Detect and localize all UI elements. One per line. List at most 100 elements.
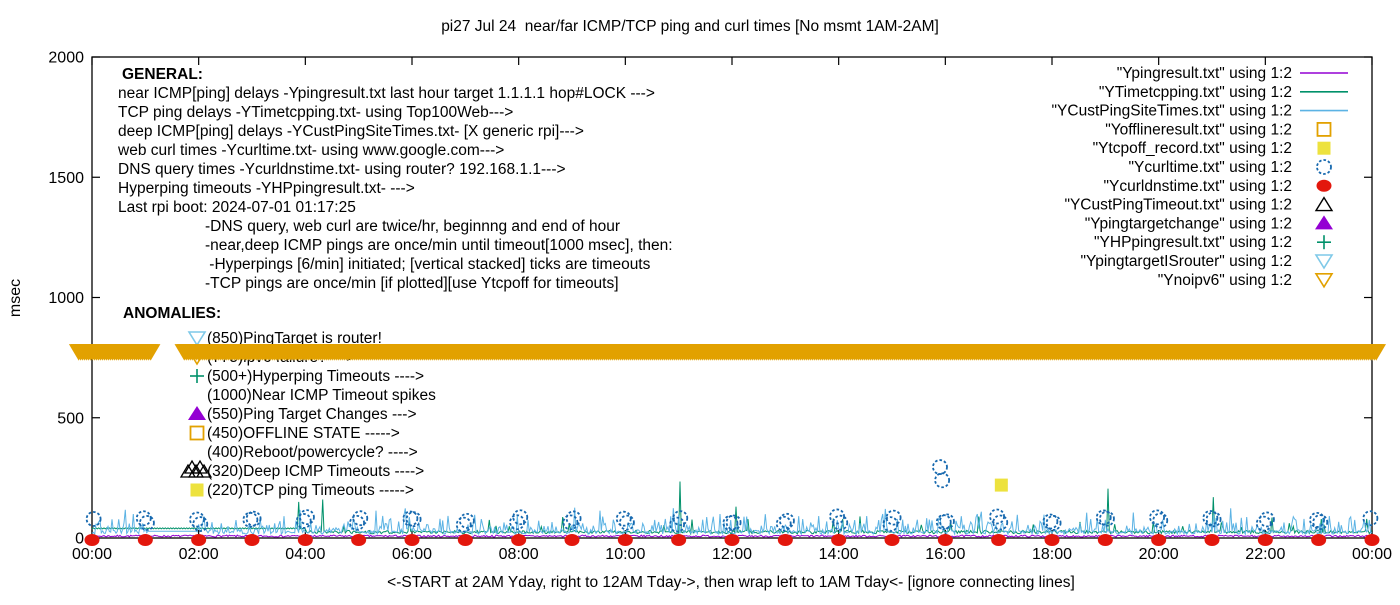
general-line: TCP ping delays -YTimetcpping.txt- using… [118, 104, 513, 121]
noipv6-marker [140, 344, 161, 361]
noipv6-band [68, 344, 1387, 361]
curl-point [615, 510, 632, 527]
anomaly-marker [190, 483, 204, 497]
x-tick-label: 22:00 [1245, 546, 1285, 563]
dns-point [1204, 534, 1220, 546]
curl-point [1045, 515, 1062, 531]
x-tick-label: 08:00 [499, 546, 539, 563]
legend-label: "YCustPingSiteTimes.txt" using 1:2 [1052, 103, 1292, 120]
dns-point [1097, 534, 1113, 546]
legend-row: "Ycurltime.txt" using 1:2 [1129, 159, 1332, 176]
anomaly-marker [179, 459, 213, 478]
anomaly-marker [187, 331, 207, 347]
anomaly-line: (400)Reboot/powercycle? ----> [207, 444, 418, 461]
curl-point [135, 510, 152, 527]
dns-point [244, 534, 260, 546]
curl-point [512, 509, 529, 526]
legend-row: "Ytcpoff_record.txt" using 1:2 [1093, 140, 1331, 157]
x-tick-label: 00:00 [72, 546, 112, 563]
dns-point [191, 534, 207, 546]
y-tick-label: 1000 [48, 290, 84, 307]
legend-row: "YpingtargetISrouter" using 1:2 [1081, 253, 1334, 270]
general-line: web curl times -Ycurltime.txt- using www… [117, 142, 504, 159]
general-line: Last rpi boot: 2024-07-01 01:17:25 [118, 199, 356, 216]
anomaly-line: (500+)Hyperping Timeouts ----> [207, 368, 424, 385]
dns-point [511, 534, 527, 546]
dns-point [404, 534, 420, 546]
general-indent-line: -TCP pings are once/min [if plotted][use… [205, 275, 619, 292]
dns-point [84, 534, 100, 546]
dns-point [937, 534, 953, 546]
legend-row: "Yofflineresult.txt" using 1:2 [1105, 121, 1332, 138]
dns-point [1044, 534, 1060, 546]
curl-point [139, 515, 155, 531]
curl-point [1152, 512, 1169, 529]
anomaly-line: (220)TCP ping Timeouts -----> [207, 482, 414, 499]
curl-point [882, 516, 899, 532]
x-tick-label: 18:00 [1032, 546, 1072, 563]
legend-row: "YTimetcpping.txt" using 1:2 [1099, 84, 1348, 101]
curl-point [1259, 511, 1275, 528]
general-line: near ICMP[ping] delays -Ypingresult.txt … [118, 85, 655, 102]
legend-row: "YHPpingresult.txt" using 1:2 [1094, 234, 1331, 251]
x-axis-label: <-START at 2AM Yday, right to 12AM Tday-… [387, 574, 1075, 591]
legend-row: "Ycurldnstime.txt" using 1:2 [1104, 178, 1332, 195]
y-tick-label: 1500 [48, 170, 84, 187]
legend-label: "YpingtargetISrouter" using 1:2 [1081, 253, 1292, 270]
anomaly-line: (550)Ping Target Changes ---> [207, 406, 417, 423]
curl-point [405, 511, 422, 528]
anomaly-line: (850)PingTarget is router! [207, 330, 382, 347]
curl-point [565, 510, 582, 527]
curl-point [1362, 510, 1379, 527]
curl-point [295, 513, 312, 529]
legend-label: "Ycurldnstime.txt" using 1:2 [1104, 178, 1292, 195]
data-points-layer [84, 459, 1380, 546]
legend-label: "Yofflineresult.txt" using 1:2 [1105, 121, 1292, 138]
x-tick-label: 14:00 [819, 546, 859, 563]
legend-row: "Ypingtargetchange" using 1:2 [1085, 215, 1333, 232]
curl-point [672, 510, 689, 526]
general-indent-line: -DNS query, web curl are twice/hr, begin… [205, 218, 620, 235]
legend-marker [1314, 196, 1334, 212]
curl-point [192, 516, 209, 532]
general-line: DNS query times -Ycurldnstime.txt- using… [118, 161, 566, 178]
legend-marker [1314, 254, 1334, 270]
annotations-layer: GENERAL: ANOMALIES: near ICMP[ping] dela… [117, 66, 673, 499]
curl-point [829, 508, 845, 525]
x-tick-label: 10:00 [605, 546, 645, 563]
dns-point [564, 534, 580, 546]
y-axis-label: msec [7, 279, 24, 317]
curl-point [989, 508, 1005, 525]
legend-marker [1314, 273, 1334, 289]
curl-point [939, 513, 955, 530]
curl-point [779, 512, 795, 529]
anomaly-marker [190, 369, 204, 383]
dns-point [777, 534, 793, 546]
curl-point [669, 516, 685, 533]
legend-label: "YTimetcpping.txt" using 1:2 [1099, 84, 1292, 101]
curl-point [352, 510, 369, 527]
dns-point [457, 534, 473, 546]
curl-point [1149, 509, 1165, 526]
curl-point [992, 514, 1009, 531]
curl-point [562, 514, 579, 531]
curl-point [299, 509, 315, 526]
dns-point [884, 534, 900, 546]
anomaly-line: (320)Deep ICMP Timeouts ----> [207, 463, 424, 480]
curl-outlier-point [932, 459, 948, 475]
legend-label: "Ypingresult.txt" using 1:2 [1117, 65, 1292, 82]
legend: "Ypingresult.txt" using 1:2 "YTimetcpping… [1052, 65, 1348, 289]
general-header: GENERAL: [122, 66, 203, 83]
legend-row: "Ypingresult.txt" using 1:2 [1117, 65, 1348, 82]
curl-point [832, 514, 849, 531]
x-tick-label: 06:00 [392, 546, 432, 563]
dns-point [617, 534, 633, 546]
x-tick-label: 20:00 [1139, 546, 1179, 563]
legend-label: "Ypingtargetchange" using 1:2 [1085, 215, 1292, 232]
curl-point [455, 516, 472, 533]
general-line: Hyperping timeouts -YHPpingresult.txt- -… [118, 180, 415, 197]
general-line: deep ICMP[ping] delays -YCustPingSiteTim… [118, 123, 584, 140]
noipv6-marker [1366, 344, 1387, 361]
curl-point [725, 514, 742, 531]
